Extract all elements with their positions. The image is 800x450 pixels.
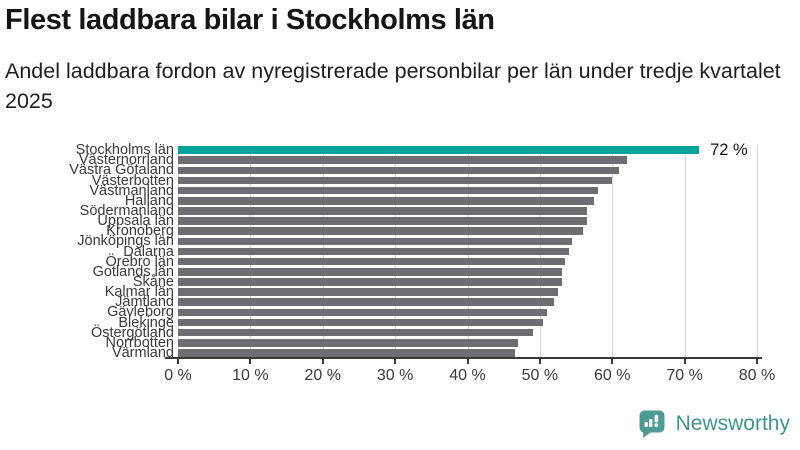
bar	[178, 257, 566, 266]
category-label: Uppsala län	[97, 213, 174, 230]
category-label: Blekinge	[118, 314, 174, 331]
plot-area: 72 %	[178, 141, 758, 358]
category-label: Stockholms län	[75, 142, 174, 159]
chart-subtitle: Andel laddbara fordon av nyregistrerade …	[5, 59, 781, 113]
bar	[178, 176, 613, 185]
tick-mark	[177, 359, 179, 364]
tick-mark	[249, 359, 252, 364]
chart-title: Flest laddbara bilar i Stockholms län	[5, 4, 495, 36]
bar	[178, 267, 562, 276]
category-label: Kronoberg	[106, 223, 174, 240]
tick-mark	[394, 359, 397, 364]
bar	[178, 318, 544, 327]
gridline	[684, 145, 686, 358]
category-label: Kalmar län	[104, 284, 174, 301]
category-label: Norrbotten	[105, 334, 174, 351]
gridline	[757, 145, 758, 358]
category-label: Västerbotten	[91, 172, 174, 189]
tick-mark	[538, 359, 541, 364]
tick-label: 30 %	[376, 367, 414, 384]
category-label: Södermanland	[79, 202, 174, 219]
bar	[178, 247, 569, 256]
gridline	[612, 145, 614, 358]
bar-highlight	[178, 146, 700, 154]
category-label: Dalarna	[123, 243, 174, 260]
tick-mark	[683, 359, 686, 364]
tick-label: 40 %	[449, 367, 486, 384]
bar	[178, 278, 562, 286]
bar	[178, 196, 595, 205]
tick-label: 60 %	[594, 367, 631, 384]
bar	[178, 156, 627, 164]
category-label: Västmanland	[89, 182, 174, 199]
exclamation-stem	[654, 414, 658, 423]
category-label: Västernorrland	[78, 152, 174, 169]
tick-label: 70 %	[666, 367, 703, 384]
tick-label: 10 %	[232, 367, 269, 384]
bar	[178, 338, 519, 347]
x-axis-line	[165, 357, 762, 359]
mini-bar-2	[648, 419, 653, 427]
y-axis-labels: Stockholms län Västernorrland Västra Götal…	[0, 142, 174, 361]
category-label: Jönköpings län	[77, 233, 174, 250]
bar	[178, 207, 587, 215]
value-label: 72 %	[710, 141, 748, 160]
tick-mark	[756, 359, 758, 364]
bar	[178, 237, 573, 246]
bar	[178, 288, 558, 296]
bar	[178, 186, 598, 195]
category-label: Östergötland	[90, 324, 174, 341]
category-label: Gävleborg	[107, 304, 174, 321]
category-label: Skåne	[132, 273, 174, 290]
tick-mark	[321, 359, 324, 364]
bar	[178, 298, 555, 306]
tick-label: 0 %	[164, 367, 192, 384]
tick-label: 80 %	[738, 367, 776, 384]
exclamation-dot	[654, 423, 658, 427]
tick-label: 20 %	[304, 367, 341, 384]
x-axis: 0 % 10 % 20 % 30 % 40 % 50 % 60 % 70 % 80 %	[164, 359, 775, 389]
bar	[178, 227, 584, 235]
tick-label: 50 %	[521, 367, 559, 384]
tick-mark	[611, 359, 614, 364]
bar	[178, 166, 620, 175]
category-label: Halland	[124, 192, 174, 209]
newsworthy-speech-bubble-chart-icon	[639, 410, 665, 438]
tick-mark	[466, 359, 469, 364]
category-label: Jämtland	[115, 294, 174, 311]
bar	[178, 217, 587, 225]
category-label: Värmland	[111, 344, 174, 361]
mini-bar-1	[644, 422, 648, 427]
newsworthy-logo: Newsworthy	[637, 408, 790, 439]
category-label: Västra Götaland	[69, 162, 174, 179]
bar	[178, 308, 548, 317]
bar	[178, 328, 533, 337]
bar	[178, 349, 515, 357]
brand-name: Newsworthy	[675, 411, 790, 435]
category-label: Örebro län	[105, 253, 174, 270]
category-label: Gotlands län	[92, 263, 174, 280]
